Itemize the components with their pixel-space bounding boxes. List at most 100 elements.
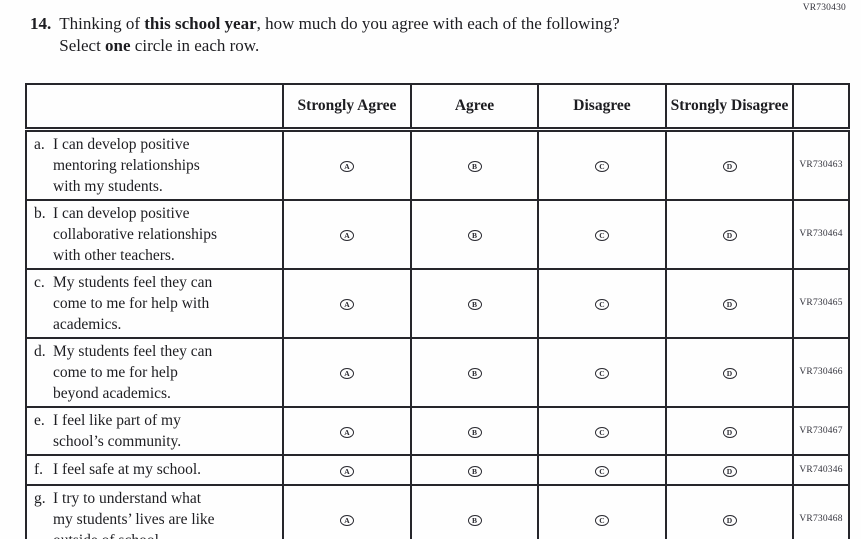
answer-circle-b[interactable]: B bbox=[467, 368, 482, 380]
statement-column-header bbox=[25, 83, 284, 132]
answer-circle-d[interactable]: D bbox=[722, 426, 737, 438]
row-letter: g. bbox=[34, 489, 46, 507]
answer-cell-disagree: C bbox=[537, 198, 667, 270]
statement-text: I try to understand what my students’ li… bbox=[53, 489, 215, 539]
col-header-strongly-disagree: Strongly Disagree bbox=[665, 83, 794, 132]
answer-cell-strongly-agree: A bbox=[282, 198, 412, 270]
answer-cell-disagree: C bbox=[537, 483, 667, 539]
answer-circle-c[interactable]: C bbox=[595, 515, 609, 527]
agreement-matrix-table: Strongly Agree Agree Disagree Strongly D… bbox=[25, 83, 850, 539]
answer-cell-strongly-disagree: D bbox=[665, 267, 794, 339]
question-line-1: Thinking of this school year, how much d… bbox=[59, 13, 619, 35]
statement-text: My students feel they can come to me for… bbox=[53, 273, 213, 333]
row-code: VR730467 bbox=[792, 405, 850, 456]
statement-cell: c. My students feel they can come to me f… bbox=[25, 267, 284, 339]
question-text-segment: circle in each row. bbox=[130, 36, 260, 55]
row-letter: b. bbox=[34, 204, 46, 222]
row-code: VR730466 bbox=[792, 336, 850, 408]
answer-cell-strongly-agree: A bbox=[282, 483, 412, 539]
answer-cell-disagree: C bbox=[537, 128, 667, 201]
table-row-f: f. I feel safe at my school. A B C D VR74… bbox=[25, 453, 850, 486]
statement-text: I feel like part of my school’s communit… bbox=[53, 411, 182, 450]
question-number: 14. bbox=[30, 14, 52, 33]
answer-cell-disagree: C bbox=[537, 405, 667, 456]
answer-circle-a[interactable]: A bbox=[340, 515, 354, 527]
table-row-a: a. I can develop positive mentoring relat… bbox=[25, 128, 850, 201]
table-row-c: c. My students feel they can come to me f… bbox=[25, 267, 850, 339]
answer-circle-b[interactable]: B bbox=[467, 515, 482, 527]
col-header-agree: Agree bbox=[410, 83, 539, 132]
answer-cell-strongly-agree: A bbox=[282, 336, 412, 408]
header-row: Strongly Agree Agree Disagree Strongly D… bbox=[25, 83, 850, 132]
answer-cell-strongly-disagree: D bbox=[665, 453, 794, 486]
answer-circle-c[interactable]: C bbox=[595, 426, 609, 438]
answer-cell-agree: B bbox=[410, 267, 539, 339]
row-code: VR740346 bbox=[792, 453, 850, 486]
answer-cell-strongly-agree: A bbox=[282, 453, 412, 486]
answer-cell-strongly-agree: A bbox=[282, 267, 412, 339]
answer-circle-a[interactable]: A bbox=[340, 299, 354, 311]
answer-cell-agree: B bbox=[410, 453, 539, 486]
question-text-segment: Select bbox=[59, 36, 106, 55]
answer-circle-a[interactable]: A bbox=[340, 230, 354, 242]
question-text-bold: one bbox=[105, 36, 131, 55]
answer-circle-d[interactable]: D bbox=[722, 368, 737, 380]
answer-circle-c[interactable]: C bbox=[595, 368, 609, 380]
answer-cell-agree: B bbox=[410, 483, 539, 539]
answer-cell-strongly-disagree: D bbox=[665, 336, 794, 408]
question-block: 14. Thinking of this school year, how mu… bbox=[30, 13, 620, 57]
answer-circle-a[interactable]: A bbox=[340, 465, 354, 477]
question-text-segment: , how much do you agree with each of the… bbox=[256, 14, 620, 33]
question-text-bold: this school year bbox=[144, 14, 257, 33]
page-code: VR730430 bbox=[802, 3, 846, 13]
row-letter: c. bbox=[34, 273, 45, 291]
answer-circle-a[interactable]: A bbox=[340, 368, 354, 380]
table-row-g: g. I try to understand what my students’ … bbox=[25, 483, 850, 539]
row-letter: f. bbox=[34, 461, 44, 478]
answer-circle-a[interactable]: A bbox=[340, 161, 354, 173]
answer-cell-agree: B bbox=[410, 336, 539, 408]
statement-text: I can develop positive mentoring relatio… bbox=[53, 135, 200, 195]
answer-cell-strongly-disagree: D bbox=[665, 483, 794, 539]
question-line-2: Select one circle in each row. bbox=[59, 35, 619, 57]
answer-circle-b[interactable]: B bbox=[467, 230, 482, 242]
col-header-disagree: Disagree bbox=[537, 83, 667, 132]
statement-cell: g. I try to understand what my students’ … bbox=[25, 483, 284, 539]
answer-circle-d[interactable]: D bbox=[722, 299, 737, 311]
statement-cell: b. I can develop positive collaborative r… bbox=[25, 198, 284, 270]
answer-cell-disagree: C bbox=[537, 336, 667, 408]
answer-circle-d[interactable]: D bbox=[722, 230, 737, 242]
table-row-e: e. I feel like part of my school’s commun… bbox=[25, 405, 850, 456]
answer-cell-strongly-disagree: D bbox=[665, 128, 794, 201]
answer-circle-b[interactable]: B bbox=[467, 161, 482, 173]
col-header-strongly-agree: Strongly Agree bbox=[282, 83, 412, 132]
row-code: VR730465 bbox=[792, 267, 850, 339]
answer-circle-c[interactable]: C bbox=[595, 299, 609, 311]
answer-circle-c[interactable]: C bbox=[595, 465, 609, 477]
row-letter: a. bbox=[34, 135, 45, 153]
statement-text: My students feel they can come to me for… bbox=[53, 342, 213, 402]
answer-circle-c[interactable]: C bbox=[595, 230, 609, 242]
answer-circle-d[interactable]: D bbox=[722, 161, 737, 173]
answer-circle-d[interactable]: D bbox=[722, 465, 737, 477]
statement-text: I feel safe at my school. bbox=[53, 461, 202, 478]
question-text: Thinking of this school year, how much d… bbox=[59, 13, 619, 57]
row-code: VR730468 bbox=[792, 483, 850, 539]
statement-cell: e. I feel like part of my school’s commun… bbox=[25, 405, 284, 456]
row-letter: e. bbox=[34, 411, 45, 429]
answer-circle-a[interactable]: A bbox=[340, 426, 354, 438]
row-letter: d. bbox=[34, 342, 46, 360]
statement-cell: d. My students feel they can come to me f… bbox=[25, 336, 284, 408]
answer-circle-d[interactable]: D bbox=[722, 515, 737, 527]
answer-cell-disagree: C bbox=[537, 453, 667, 486]
answer-circle-b[interactable]: B bbox=[467, 299, 482, 311]
answer-cell-strongly-agree: A bbox=[282, 128, 412, 201]
answer-cell-strongly-disagree: D bbox=[665, 198, 794, 270]
question-text-segment: Thinking of bbox=[59, 14, 145, 33]
answer-circle-c[interactable]: C bbox=[595, 161, 609, 173]
answer-circle-b[interactable]: B bbox=[467, 465, 482, 477]
table-row-b: b. I can develop positive collaborative r… bbox=[25, 198, 850, 270]
answer-circle-b[interactable]: B bbox=[467, 426, 482, 438]
code-column-header bbox=[792, 83, 850, 132]
